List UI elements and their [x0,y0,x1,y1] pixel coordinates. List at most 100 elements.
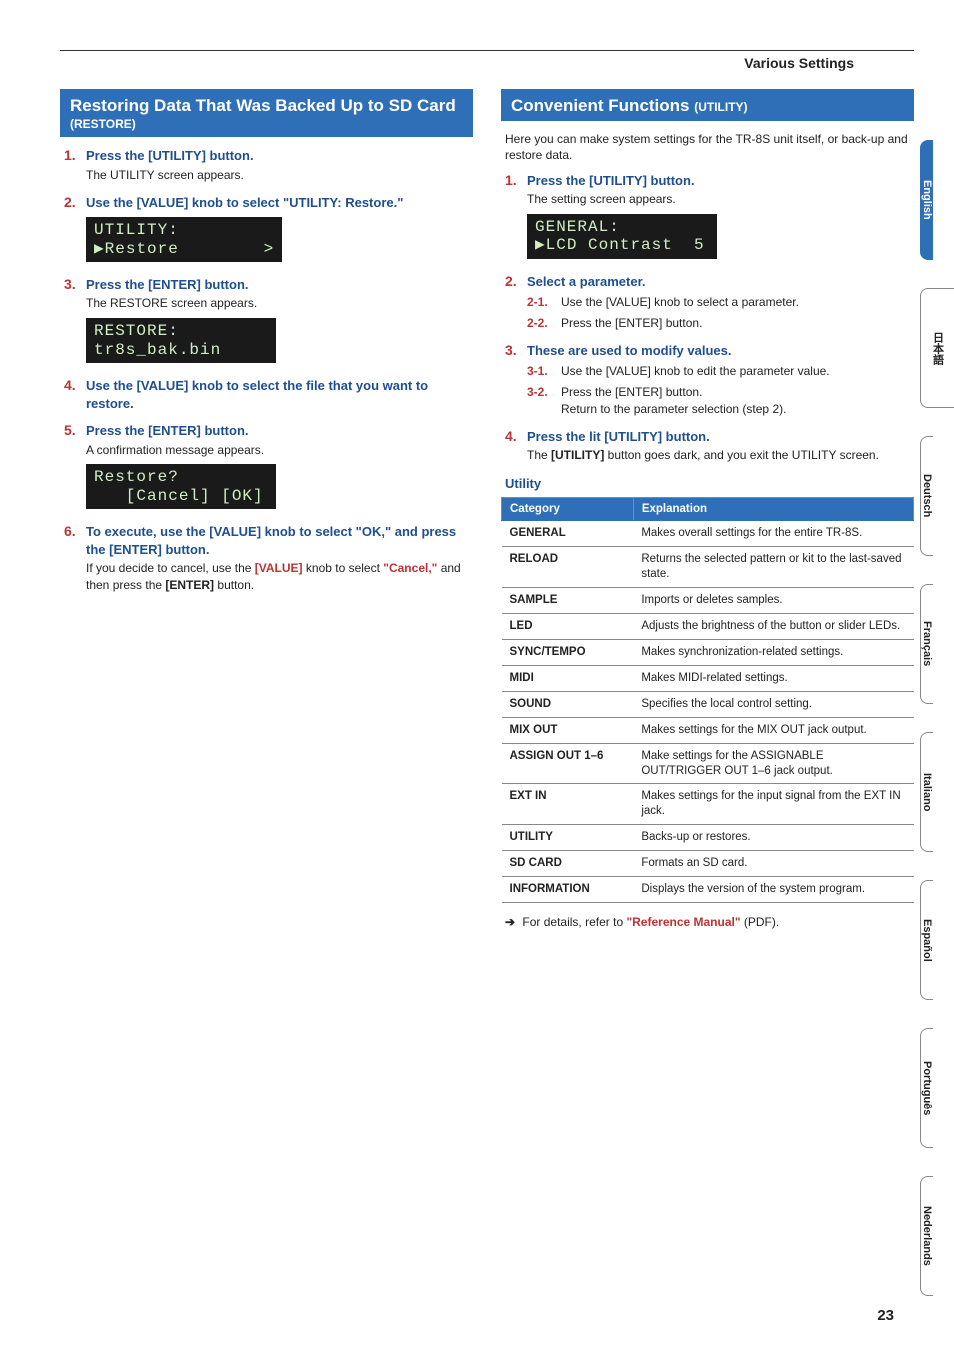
table-cell-category: INFORMATION [502,877,634,903]
step-title: Press the [UTILITY] button. [86,147,469,165]
lcd-line: UTILITY: [94,221,274,239]
table-cell-category: SAMPLE [502,587,634,613]
language-tab[interactable]: Nederlands [920,1176,933,1296]
right-header-sub: (UTILITY) [694,100,747,114]
table-cell-explanation: Specifies the local control setting. [633,691,913,717]
substep-text: Press the [ENTER] button.Return to the p… [561,385,786,416]
substep-text: Use the [VALUE] knob to edit the paramet… [561,364,830,378]
table-header-category: Category [502,498,634,521]
lcd-screen: GENERAL:▶LCD Contrast 5 [527,214,717,259]
lcd-screen: UTILITY:▶Restore > [86,217,282,262]
lcd-line: tr8s_bak.bin [94,341,268,359]
right-intro: Here you can make system settings for th… [505,131,910,163]
table-row: MIDIMakes MIDI-related settings. [502,665,914,691]
left-steps: Press the [UTILITY] button.The UTILITY s… [60,147,473,594]
table-cell-category: MIX OUT [502,717,634,743]
step-body: A confirmation message appears. [86,442,469,459]
table-cell-explanation: Displays the version of the system progr… [633,877,913,903]
step-title: These are used to modify values. [527,342,910,360]
step-title: Press the [ENTER] button. [86,422,469,440]
substep-item: 2-1. Use the [VALUE] knob to select a par… [527,294,910,311]
table-row: SYNC/TEMPOMakes synchronization-related … [502,639,914,665]
page-number: 23 [877,1307,894,1324]
table-cell-category: GENERAL [502,521,634,547]
step-item: Use the [VALUE] knob to select the file … [64,377,469,412]
lcd-line: RESTORE: [94,322,268,340]
table-row: SD CARDFormats an SD card. [502,851,914,877]
utility-table: Category Explanation GENERALMakes overal… [501,497,914,903]
step-title: Press the [UTILITY] button. [527,172,910,190]
step-item: To execute, use the [VALUE] knob to sele… [64,523,469,594]
footnote-prefix: For details, refer to [522,915,626,929]
table-row: INFORMATIONDisplays the version of the s… [502,877,914,903]
footnote: ➔ For details, refer to "Reference Manua… [505,915,910,929]
lcd-line: GENERAL: [535,218,709,236]
substep-item: 2-2. Press the [ENTER] button. [527,315,910,332]
left-column: Restoring Data That Was Backed Up to SD … [60,89,473,937]
table-cell-explanation: Adjusts the brightness of the button or … [633,613,913,639]
step-body: The [UTILITY] button goes dark, and you … [527,447,910,464]
step-item: Press the [UTILITY] button.The setting s… [505,172,910,263]
language-tab[interactable]: 日本語 [920,288,954,408]
table-cell-category: LED [502,613,634,639]
footnote-suffix: (PDF). [741,915,780,929]
language-tab[interactable]: English [920,140,933,260]
lcd-line: [Cancel] [OK] [94,487,268,505]
arrow-icon: ➔ [505,915,515,929]
language-tabs: English 日本語 Deutsch Français Italiano Español… [920,140,954,1324]
table-cell-explanation: Formats an SD card. [633,851,913,877]
substep-number: 3-1. [527,363,548,380]
substeps: 2-1. Use the [VALUE] knob to select a par… [527,294,910,332]
step-title: Use the [VALUE] knob to select the file … [86,377,469,412]
table-cell-category: SD CARD [502,851,634,877]
left-header-main: Restoring Data That Was Backed Up to SD … [70,96,456,115]
table-cell-category: UTILITY [502,825,634,851]
step-item: Press the [UTILITY] button.The UTILITY s… [64,147,469,183]
left-section-header: Restoring Data That Was Backed Up to SD … [60,89,473,137]
right-section-header: Convenient Functions (UTILITY) [501,89,914,121]
table-cell-explanation: Backs-up or restores. [633,825,913,851]
lcd-line: ▶LCD Contrast 5 [535,236,709,254]
step-item: Use the [VALUE] knob to select "UTILITY:… [64,194,469,266]
substep-item: 3-1. Use the [VALUE] knob to edit the par… [527,363,910,380]
substep-number: 2-1. [527,294,548,311]
table-row: MIX OUTMakes settings for the MIX OUT ja… [502,717,914,743]
table-cell-explanation: Make settings for the ASSIGNABLE OUT/TRI… [633,743,913,784]
language-tab[interactable]: Español [920,880,933,1000]
step-item: Press the lit [UTILITY] button.The [UTIL… [505,428,910,464]
substep-number: 2-2. [527,315,548,332]
table-row: SAMPLEImports or deletes samples. [502,587,914,613]
step-title: Select a parameter. [527,273,910,291]
table-cell-category: EXT IN [502,784,634,825]
table-row: LEDAdjusts the brightness of the button … [502,613,914,639]
table-header-explanation: Explanation [633,498,913,521]
lcd-line: Restore? [94,468,268,486]
table-cell-category: SYNC/TEMPO [502,639,634,665]
table-cell-explanation: Returns the selected pattern or kit to t… [633,547,913,588]
language-tab[interactable]: Deutsch [920,436,933,556]
right-header-main: Convenient Functions [511,96,690,115]
language-tab[interactable]: Français [920,584,933,704]
step-body: The RESTORE screen appears. [86,295,469,312]
step-title: To execute, use the [VALUE] knob to sele… [86,523,469,558]
utility-label: Utility [505,476,910,491]
right-steps: Press the [UTILITY] button.The setting s… [501,172,914,465]
substep-text: Use the [VALUE] knob to select a paramet… [561,295,799,309]
table-cell-explanation: Makes MIDI-related settings. [633,665,913,691]
step-item: These are used to modify values. 3-1. Use … [505,342,910,418]
step-title: Press the [ENTER] button. [86,276,469,294]
right-column: Convenient Functions (UTILITY) Here you … [501,89,914,937]
breadcrumb: Various Settings [60,55,914,71]
table-cell-explanation: Makes overall settings for the entire TR… [633,521,913,547]
table-cell-category: MIDI [502,665,634,691]
language-tab[interactable]: Italiano [920,732,933,852]
step-item: Press the [ENTER] button.The RESTORE scr… [64,276,469,367]
table-row: UTILITYBacks-up or restores. [502,825,914,851]
step-body: The setting screen appears. [527,191,910,208]
step-item: Select a parameter. 2-1. Use the [VALUE] k… [505,273,910,332]
table-cell-explanation: Imports or deletes samples. [633,587,913,613]
language-tab[interactable]: Português [920,1028,933,1148]
table-row: ASSIGN OUT 1–6Make settings for the ASSI… [502,743,914,784]
substep-text: Press the [ENTER] button. [561,316,702,330]
substep-number: 3-2. [527,384,548,401]
